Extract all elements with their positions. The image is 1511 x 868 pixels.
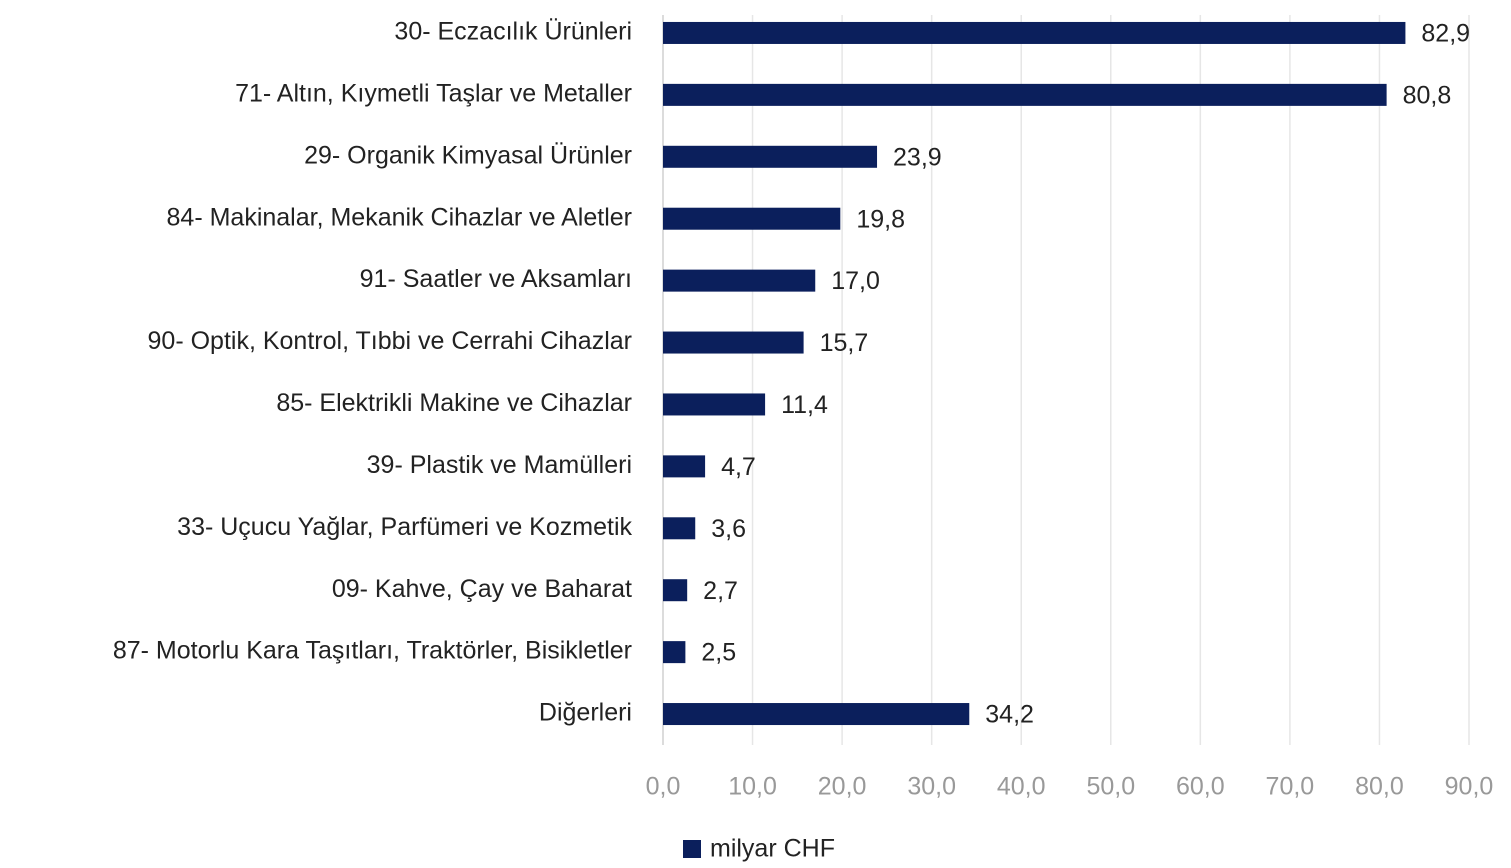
data-label: 11,4: [781, 391, 828, 419]
data-label: 3,6: [711, 515, 746, 543]
bar: [663, 703, 970, 726]
y-tick-label: Diğerleri: [539, 699, 632, 727]
y-tick-label: 85- Elektrikli Makine ve Cihazlar: [276, 389, 632, 417]
bar: [663, 207, 841, 230]
data-label: 34,2: [985, 701, 1034, 729]
bar: [663, 269, 816, 292]
x-tick-label: 10,0: [728, 773, 777, 801]
data-label: 17,0: [831, 267, 880, 295]
y-tick-label: 84- Makinalar, Mekanik Cihazlar ve Aletl…: [167, 203, 632, 231]
bar: [663, 393, 766, 416]
bar: [663, 83, 1387, 106]
x-tick-label: 0,0: [646, 773, 681, 801]
bar: [663, 455, 706, 478]
y-tick-label: 71- Altın, Kıymetli Taşlar ve Metaller: [235, 79, 632, 107]
legend-label: milyar CHF: [710, 835, 835, 863]
bar: [663, 331, 804, 354]
x-tick-label: 20,0: [818, 773, 867, 801]
y-tick-label: 29- Organik Kimyasal Ürünler: [304, 141, 632, 169]
y-tick-label: 39- Plastik ve Mamülleri: [367, 451, 632, 479]
x-tick-label: 80,0: [1355, 773, 1404, 801]
data-label: 19,8: [856, 205, 905, 233]
y-tick-label: 91- Saatler ve Aksamları: [360, 265, 632, 293]
data-label: 82,9: [1421, 20, 1470, 48]
bar: [663, 641, 686, 664]
y-tick-label: 30- Eczacılık Ürünleri: [394, 18, 632, 46]
x-tick-label: 50,0: [1086, 773, 1135, 801]
bar: [663, 145, 878, 168]
bar: [663, 21, 1406, 44]
x-tick-label: 60,0: [1176, 773, 1225, 801]
bar: [663, 517, 696, 540]
y-tick-label: 87- Motorlu Kara Taşıtları, Traktörler, …: [113, 637, 632, 665]
x-tick-label: 40,0: [997, 773, 1046, 801]
legend-swatch: [683, 840, 701, 858]
bar: [663, 579, 688, 602]
data-label: 80,8: [1403, 81, 1452, 109]
data-label: 23,9: [893, 143, 942, 171]
y-tick-label: 09- Kahve, Çay ve Baharat: [332, 575, 632, 603]
data-label: 15,7: [820, 329, 869, 357]
y-tick-label: 33- Uçucu Yağlar, Parfümeri ve Kozmetik: [177, 513, 632, 541]
data-label: 2,7: [703, 577, 738, 605]
x-tick-label: 70,0: [1266, 773, 1315, 801]
x-tick-label: 30,0: [907, 773, 956, 801]
y-tick-label: 90- Optik, Kontrol, Tıbbi ve Cerrahi Cih…: [148, 327, 632, 355]
data-label: 2,5: [701, 639, 736, 667]
x-tick-label: 90,0: [1445, 773, 1494, 801]
data-label: 4,7: [721, 453, 756, 481]
